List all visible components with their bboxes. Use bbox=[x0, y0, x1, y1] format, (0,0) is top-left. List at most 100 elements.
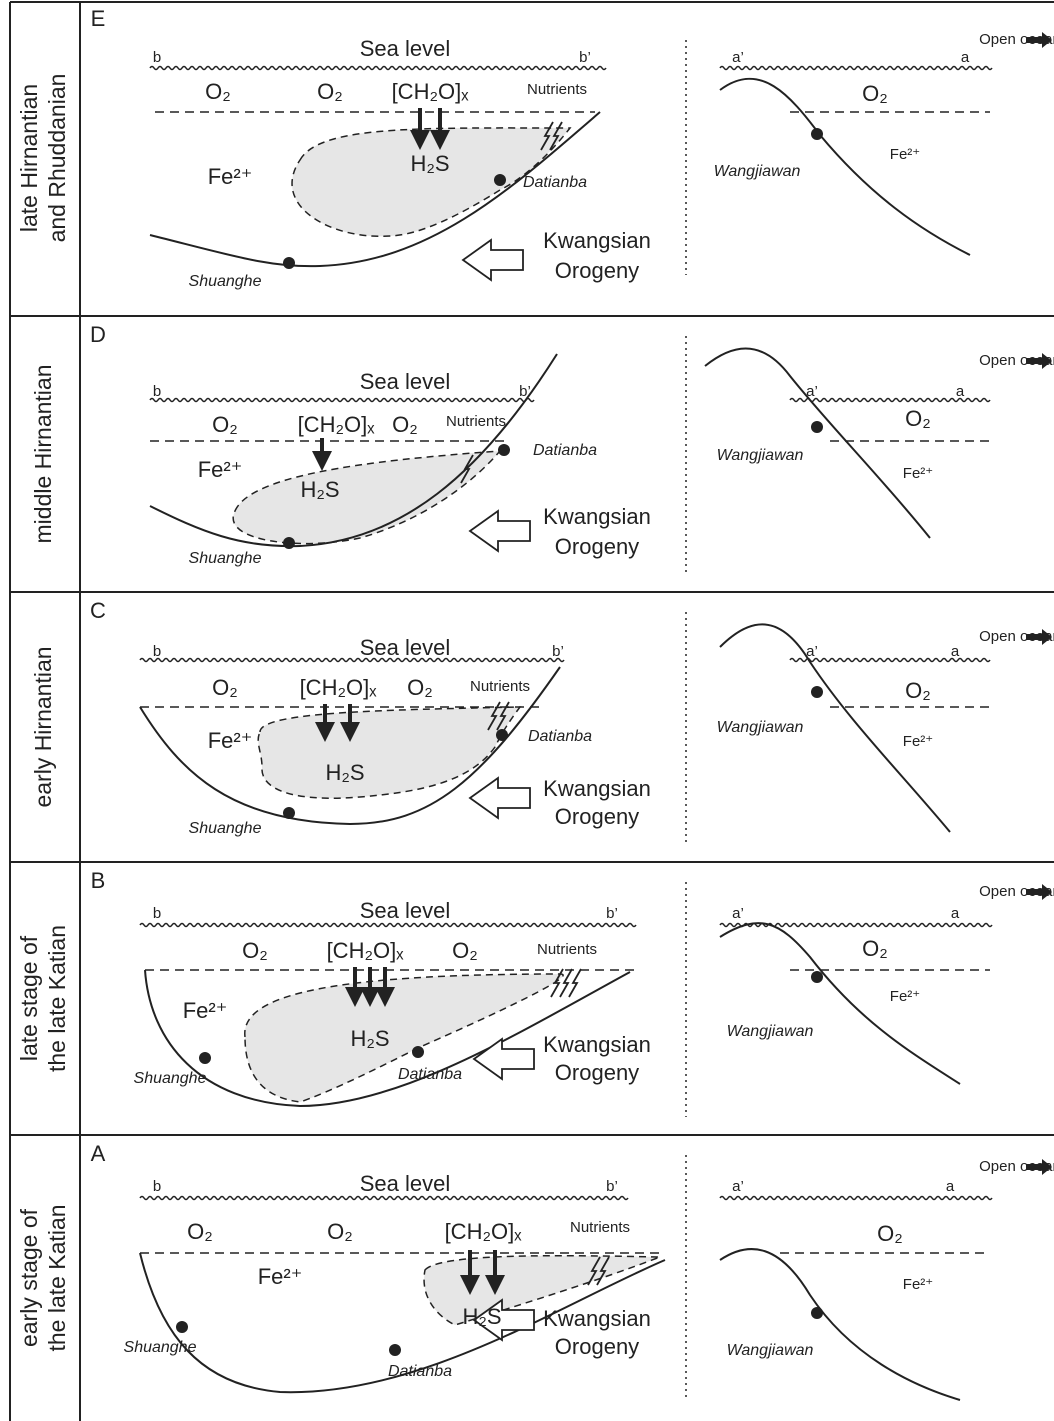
label: Fe²⁺ bbox=[208, 164, 253, 189]
label: b’ bbox=[606, 905, 618, 922]
label: b’ bbox=[552, 643, 564, 660]
label: a’ bbox=[732, 49, 744, 66]
sea-level bbox=[139, 922, 637, 928]
label: Datianba bbox=[528, 728, 592, 745]
label: Kwangsian bbox=[543, 228, 651, 253]
orogeny-arrow bbox=[468, 776, 531, 820]
site-dot bbox=[811, 421, 823, 433]
label: Kwangsian bbox=[543, 504, 651, 529]
flux-arrow-head bbox=[360, 987, 380, 1007]
shelf-profile bbox=[719, 623, 951, 833]
basin-floor bbox=[139, 666, 561, 826]
nutrient-arrow bbox=[596, 1256, 610, 1286]
label: b’ bbox=[519, 383, 531, 400]
label: b bbox=[153, 643, 161, 660]
label: [CH₂O]ₓ bbox=[392, 79, 470, 104]
label: O₂ bbox=[187, 1219, 213, 1244]
anoxic-zone bbox=[423, 1254, 661, 1326]
label: Fe²⁺ bbox=[198, 457, 243, 482]
label: a bbox=[946, 1178, 955, 1195]
label: a bbox=[956, 383, 965, 400]
shelf-profile bbox=[719, 922, 961, 1085]
nutrient-arrow bbox=[587, 1256, 601, 1286]
label: Wangjiawan bbox=[727, 1342, 814, 1359]
label: a bbox=[951, 643, 960, 660]
site-dot bbox=[176, 1321, 188, 1333]
label: Orogeny bbox=[555, 1334, 639, 1359]
site-dot bbox=[811, 128, 823, 140]
sea-level bbox=[139, 657, 565, 663]
label: Nutrients bbox=[446, 413, 506, 430]
label: Shuanghe bbox=[189, 550, 262, 567]
flux-arrow-head bbox=[460, 1275, 480, 1295]
label: Kwangsian bbox=[543, 1306, 651, 1331]
label: O₂ bbox=[242, 938, 268, 963]
label: Wangjiawan bbox=[717, 447, 804, 464]
site-dot bbox=[811, 686, 823, 698]
label: Wangjiawan bbox=[717, 719, 804, 736]
panel-letter: C bbox=[90, 598, 106, 623]
label: O₂ bbox=[205, 79, 231, 104]
label: O₂ bbox=[327, 1219, 353, 1244]
label: Open ocean bbox=[979, 352, 1054, 369]
orogeny-arrow bbox=[472, 1298, 535, 1342]
flux-arrow-head bbox=[485, 1275, 505, 1295]
label: Fe²⁺ bbox=[890, 988, 920, 1005]
flux-arrow-head bbox=[345, 987, 365, 1007]
label: b bbox=[153, 383, 161, 400]
label: O₂ bbox=[905, 406, 931, 431]
shelf-profile bbox=[719, 1248, 961, 1401]
label: Nutrients bbox=[470, 678, 530, 695]
label: O₂ bbox=[212, 412, 238, 437]
ocean-arrow bbox=[1026, 32, 1052, 48]
flux-arrow-head bbox=[340, 722, 360, 742]
site-dot bbox=[498, 444, 510, 456]
site-dot bbox=[283, 807, 295, 819]
label: Sea level bbox=[360, 369, 451, 394]
label: O₂ bbox=[905, 678, 931, 703]
panel-letter: E bbox=[91, 6, 106, 31]
label: O₂ bbox=[392, 412, 418, 437]
label: a’ bbox=[732, 1178, 744, 1195]
site-dot bbox=[494, 174, 506, 186]
orogeny-arrow bbox=[468, 509, 531, 553]
ocean-arrow bbox=[1026, 1159, 1052, 1175]
nutrient-arrow bbox=[496, 701, 510, 731]
label: [CH₂O]ₓ bbox=[298, 412, 376, 437]
nutrient-arrow bbox=[487, 701, 501, 731]
sea-level bbox=[149, 397, 535, 403]
site-dot bbox=[811, 971, 823, 983]
panel: late stage of the late Katian Bb Sea level b… bbox=[16, 868, 1054, 1117]
label: Fe²⁺ bbox=[183, 998, 228, 1023]
flux-arrow-head bbox=[430, 130, 450, 150]
label: [CH₂O]ₓ bbox=[327, 938, 405, 963]
basin-floor bbox=[144, 969, 631, 1108]
label: Shuanghe bbox=[124, 1339, 197, 1356]
sea-level bbox=[719, 922, 993, 928]
label: Sea level bbox=[360, 36, 451, 61]
label: O₂ bbox=[877, 1221, 903, 1246]
label: a’ bbox=[806, 383, 818, 400]
stage-label: early Hirnantian bbox=[30, 646, 56, 807]
label: O₂ bbox=[862, 936, 888, 961]
label: Fe²⁺ bbox=[903, 733, 933, 750]
label: Sea level bbox=[360, 898, 451, 923]
sea-level bbox=[149, 65, 607, 71]
label: Nutrients bbox=[537, 941, 597, 958]
label: Shuanghe bbox=[189, 273, 262, 290]
sea-level bbox=[789, 657, 991, 663]
label: a bbox=[951, 905, 960, 922]
site-dot bbox=[283, 257, 295, 269]
label: Orogeny bbox=[555, 804, 639, 829]
sea-level bbox=[719, 65, 993, 71]
label: Kwangsian bbox=[543, 1032, 651, 1057]
panel-letter: A bbox=[91, 1141, 106, 1166]
anoxic-zone bbox=[244, 973, 564, 1103]
site-dot bbox=[199, 1052, 211, 1064]
label: Fe²⁺ bbox=[903, 465, 933, 482]
label: Datianba bbox=[388, 1363, 452, 1380]
stage-label: and Rhuddanian bbox=[44, 74, 70, 243]
label: Sea level bbox=[360, 635, 451, 660]
flux-arrow-head bbox=[375, 987, 395, 1007]
